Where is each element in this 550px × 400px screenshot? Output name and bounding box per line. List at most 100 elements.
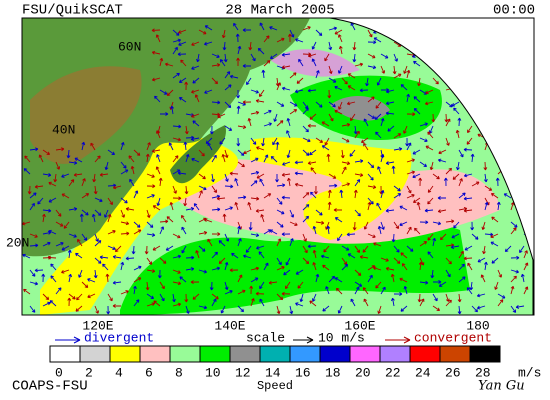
wind-arrow <box>224 71 231 79</box>
wind-arrow <box>34 184 44 189</box>
wind-arrow <box>308 53 317 58</box>
colorbar-label: 26 <box>445 365 461 380</box>
wind-arrow <box>263 154 269 163</box>
wind-arrow <box>204 218 213 223</box>
wind-arrow <box>441 65 447 74</box>
wind-arrow <box>354 179 361 187</box>
wind-arrow <box>354 159 364 164</box>
wind-arrow <box>259 22 265 31</box>
wind-arrow <box>263 193 272 199</box>
wind-arrow <box>510 41 516 50</box>
wind-arrow <box>146 293 155 299</box>
wind-arrow <box>216 196 226 201</box>
wind-arrow <box>259 178 265 187</box>
wind-arrow <box>81 209 89 216</box>
scale-label: scale <box>246 330 285 345</box>
wind-arrow <box>263 122 272 127</box>
wind-arrow <box>172 185 177 194</box>
wind-arrow <box>170 105 175 115</box>
wind-arrow <box>261 69 266 79</box>
wind-arrow <box>419 298 425 307</box>
wind-arrow <box>281 232 291 237</box>
wind-arrow <box>302 257 310 265</box>
wind-arrow <box>517 101 525 108</box>
wind-arrow <box>27 185 32 195</box>
wind-arrow <box>221 153 226 163</box>
wind-arrow <box>367 173 374 181</box>
wind-arrow <box>403 125 408 134</box>
wind-arrow <box>68 233 77 238</box>
wind-arrow <box>497 269 503 278</box>
wind-arrow <box>211 293 219 300</box>
wind-arrow <box>192 293 200 300</box>
wind-arrow <box>320 254 330 259</box>
wind-arrow <box>504 245 512 253</box>
wind-arrow <box>133 229 142 235</box>
wind-arrow <box>457 305 462 315</box>
wind-arrow <box>337 65 343 74</box>
wind-arrow <box>55 147 65 152</box>
wind-arrow <box>229 74 239 79</box>
wind-arrow <box>48 181 57 187</box>
wind-arrow <box>309 300 317 307</box>
wind-arrow <box>328 101 336 108</box>
wind-arrow <box>307 244 317 249</box>
wind-arrow <box>55 209 62 217</box>
wind-arrow <box>49 300 57 307</box>
wind-arrow <box>506 65 512 74</box>
wind-arrow <box>219 59 226 67</box>
wind-arrow <box>359 255 369 259</box>
wind-arrow <box>354 286 360 295</box>
wind-arrow <box>198 190 203 199</box>
wind-arrow <box>224 125 233 131</box>
wind-arrow <box>325 286 330 295</box>
wind-arrow <box>263 109 272 115</box>
wind-arrow <box>471 233 479 240</box>
wind-arrow <box>490 122 499 127</box>
wind-arrow <box>94 155 101 163</box>
wind-arrow <box>224 84 232 91</box>
wind-arrow <box>463 256 473 261</box>
wind-arrow <box>523 118 529 127</box>
wind-arrow <box>427 197 434 205</box>
wind-arrow <box>502 75 512 79</box>
wind-arrow <box>373 37 382 43</box>
wind-arrow <box>432 305 441 311</box>
wind-arrow <box>257 47 265 55</box>
wind-arrow <box>510 275 517 283</box>
wind-arrow <box>229 268 239 273</box>
map-frame <box>21 17 534 316</box>
wind-arrow <box>469 281 474 291</box>
wind-arrow <box>29 147 39 152</box>
wind-arrow <box>497 70 503 79</box>
wind-arrow <box>464 74 473 79</box>
wind-arrow <box>250 180 258 187</box>
wind-arrow <box>406 245 414 252</box>
wind-arrow <box>68 160 78 165</box>
wind-arrow <box>417 77 421 87</box>
wind-arrow <box>47 255 57 260</box>
wind-arrow <box>463 208 473 213</box>
frame <box>21 17 535 316</box>
colorbar-swatch <box>379 345 411 363</box>
wind-arrow <box>237 225 241 235</box>
wind-arrow <box>468 33 473 43</box>
wind-arrow <box>120 197 128 204</box>
wind-arrow <box>172 302 182 307</box>
wind-arrow <box>133 265 142 271</box>
wind-arrow <box>491 216 499 223</box>
wind-arrow <box>510 149 518 156</box>
wind-arrow <box>106 305 111 315</box>
wind-arrow <box>120 169 129 175</box>
wind-arrow <box>354 62 364 67</box>
colorbar-swatch <box>49 345 81 363</box>
wind-arrow <box>276 209 285 215</box>
wind-arrow <box>242 100 252 105</box>
wind-arrow <box>418 261 423 271</box>
wind-arrow <box>432 237 437 247</box>
wind-arrow <box>432 280 442 284</box>
wind-arrow <box>211 154 217 163</box>
signature: Yan Gu <box>478 379 525 394</box>
wind-arrow <box>172 155 179 163</box>
wind-arrow <box>362 245 369 253</box>
